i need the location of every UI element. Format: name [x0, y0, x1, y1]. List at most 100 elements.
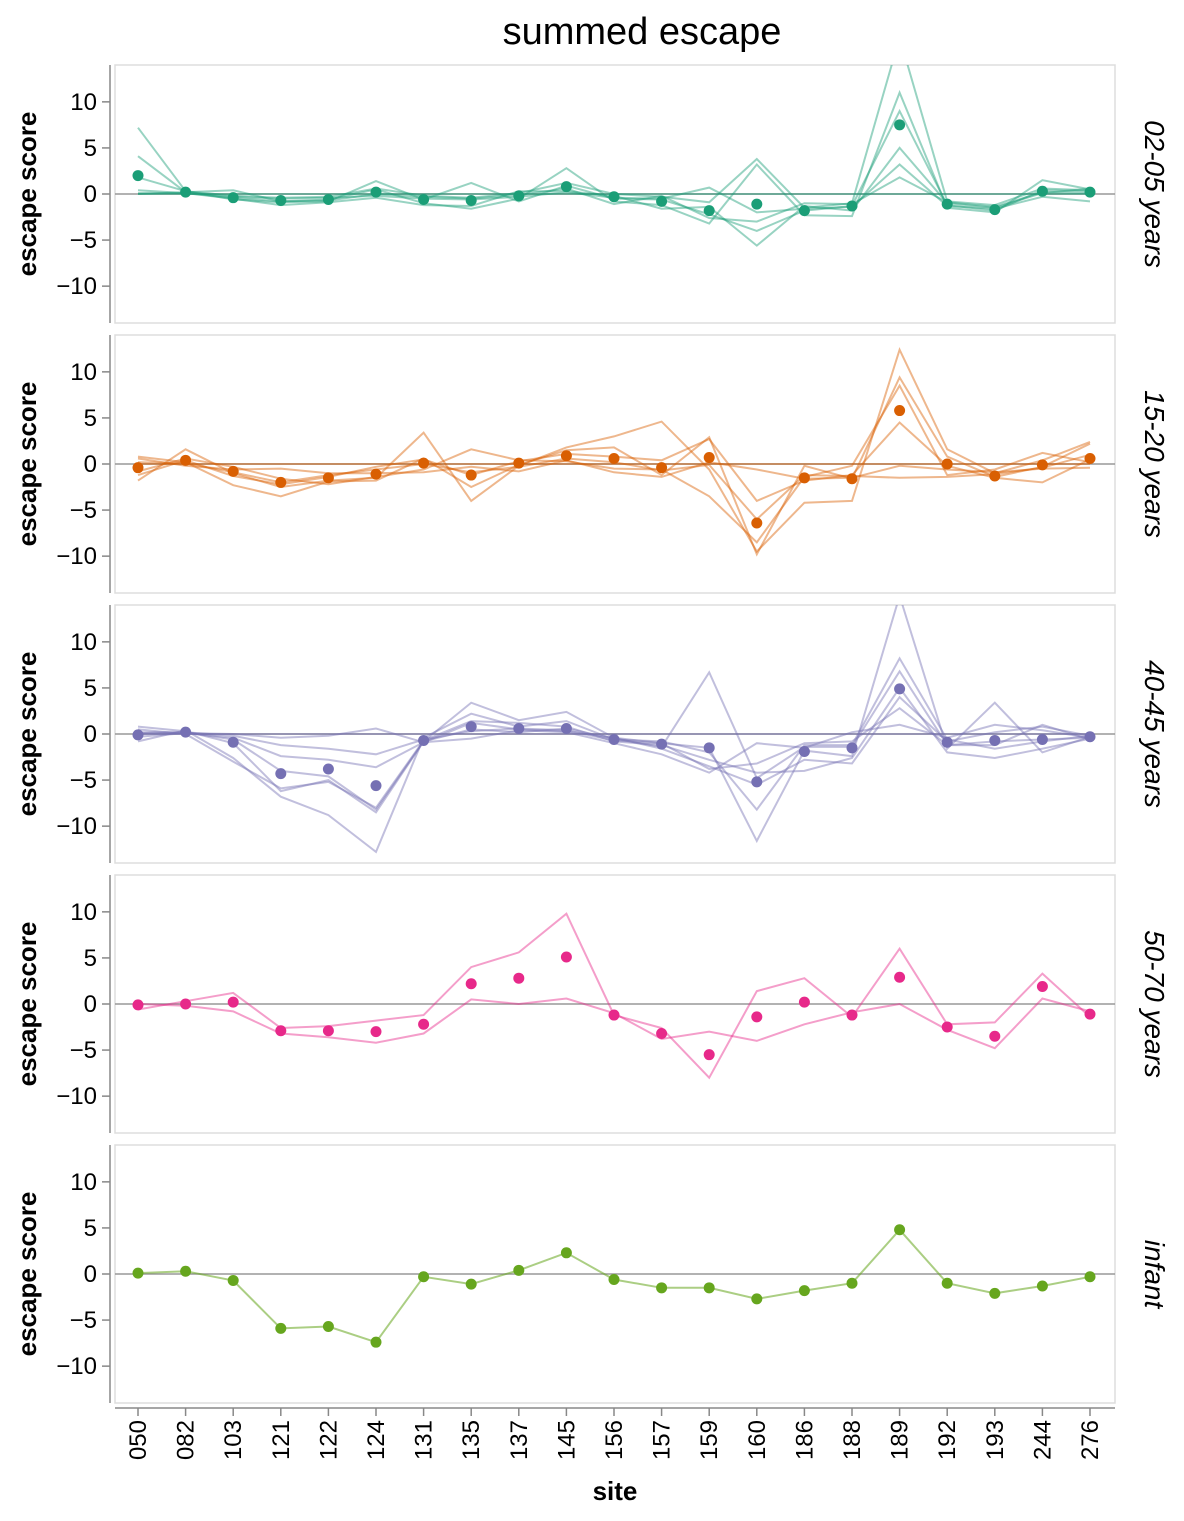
x-tick-label: 131	[411, 1420, 438, 1460]
y-tick-label: −5	[70, 1307, 97, 1334]
mean-point	[656, 462, 668, 474]
mean-point	[465, 194, 477, 206]
mean-point	[989, 1030, 1001, 1042]
mean-point	[132, 999, 144, 1011]
mean-point	[560, 181, 572, 193]
mean-point	[418, 194, 430, 206]
mean-point	[180, 186, 192, 198]
x-tick-label: 124	[363, 1420, 390, 1460]
mean-point	[370, 1026, 382, 1038]
mean-point	[180, 726, 192, 738]
mean-point	[656, 1282, 668, 1294]
facet-panels: 10 5 0 −5 −10 escape score 02-05 years 10 5 0 −5 −1…	[12, 64, 1170, 1404]
y-tick-label: 0	[84, 991, 97, 1018]
y-tick-label: 0	[84, 451, 97, 478]
mean-point	[370, 468, 382, 480]
y-tick-label: 10	[70, 1169, 97, 1196]
x-tick-label: 103	[220, 1420, 247, 1460]
mean-point	[1036, 185, 1048, 197]
mean-point	[894, 405, 906, 417]
mean-point	[132, 729, 144, 741]
mean-point	[703, 1282, 715, 1294]
mean-point	[465, 1278, 477, 1290]
mean-point	[846, 742, 858, 754]
mean-point	[608, 1274, 620, 1286]
y-tick-label: −10	[56, 1353, 97, 1380]
facet-label: infant	[1139, 1240, 1170, 1310]
mean-point	[846, 1277, 858, 1289]
mean-point	[941, 458, 953, 470]
series-line	[137, 912, 1091, 1080]
mean-point	[1084, 731, 1096, 743]
mean-point	[180, 454, 192, 466]
series-line	[138, 176, 1091, 223]
mean-point	[560, 1247, 572, 1259]
y-tick-label: 5	[84, 945, 97, 972]
series-line	[137, 108, 1091, 232]
mean-point	[513, 457, 525, 469]
mean-point	[560, 951, 572, 963]
mean-point	[1036, 980, 1048, 992]
y-tick-label: 5	[84, 675, 97, 702]
mean-point	[608, 1009, 620, 1021]
mean-point	[751, 1293, 763, 1305]
mean-point	[798, 746, 810, 758]
x-tick-label: 244	[1029, 1420, 1056, 1460]
mean-point	[132, 1267, 144, 1279]
mean-point	[1036, 1280, 1048, 1292]
mean-point	[1084, 452, 1096, 464]
mean-point	[703, 205, 715, 217]
y-axis-title: escape score	[12, 922, 42, 1087]
mean-point	[798, 205, 810, 217]
y-tick-label: 10	[70, 359, 97, 386]
x-tick-label: 159	[696, 1420, 723, 1460]
mean-point	[989, 470, 1001, 482]
mean-point	[1084, 186, 1096, 198]
mean-point	[322, 763, 334, 775]
x-tick-label: 193	[982, 1420, 1009, 1460]
mean-point	[751, 198, 763, 210]
y-tick-label: −10	[56, 273, 97, 300]
mean-point	[703, 742, 715, 754]
panel-50-70-years: 10 5 0 −5 −10 escape score 50-70 years	[12, 874, 1170, 1134]
mean-point	[227, 996, 239, 1008]
mean-point	[608, 734, 620, 746]
y-tick-label: 5	[84, 135, 97, 162]
mean-point	[227, 192, 239, 204]
series-line	[137, 375, 1091, 557]
mean-point	[798, 1285, 810, 1297]
mean-point	[418, 734, 430, 746]
mean-point	[560, 722, 572, 734]
x-tick-label: 192	[934, 1420, 961, 1460]
series-line	[137, 65, 1091, 209]
mean-point	[275, 1322, 287, 1334]
y-tick-label: −5	[70, 1037, 97, 1064]
mean-point	[322, 472, 334, 484]
mean-point	[465, 469, 477, 481]
facet-label: 15-20 years	[1139, 390, 1170, 538]
mean-point	[656, 738, 668, 750]
series-line	[137, 457, 1091, 480]
mean-point	[275, 476, 287, 488]
mean-point	[1036, 459, 1048, 471]
x-tick-label: 160	[744, 1420, 771, 1460]
mean-point	[751, 517, 763, 529]
mean-point	[751, 1011, 763, 1023]
mean-point	[798, 472, 810, 484]
panel-40-45-years: 10 5 0 −5 −10 escape score 40-45 years	[12, 604, 1170, 864]
mean-point	[846, 1009, 858, 1021]
mean-point	[894, 971, 906, 983]
mean-point	[703, 1049, 715, 1061]
x-tick-label: 157	[649, 1420, 676, 1460]
y-axis-title: escape score	[12, 112, 42, 277]
x-axis: 050 082 103 121 122 124 131 135 137 145 156 157 159 1…	[115, 1407, 1115, 1460]
x-tick-label: 050	[125, 1420, 152, 1460]
y-tick-label: 5	[84, 405, 97, 432]
y-tick-label: −5	[70, 497, 97, 524]
y-tick-label: −10	[56, 543, 97, 570]
mean-point	[751, 776, 763, 788]
x-tick-label: 145	[553, 1420, 580, 1460]
mean-point	[322, 194, 334, 206]
mean-point	[560, 450, 572, 462]
